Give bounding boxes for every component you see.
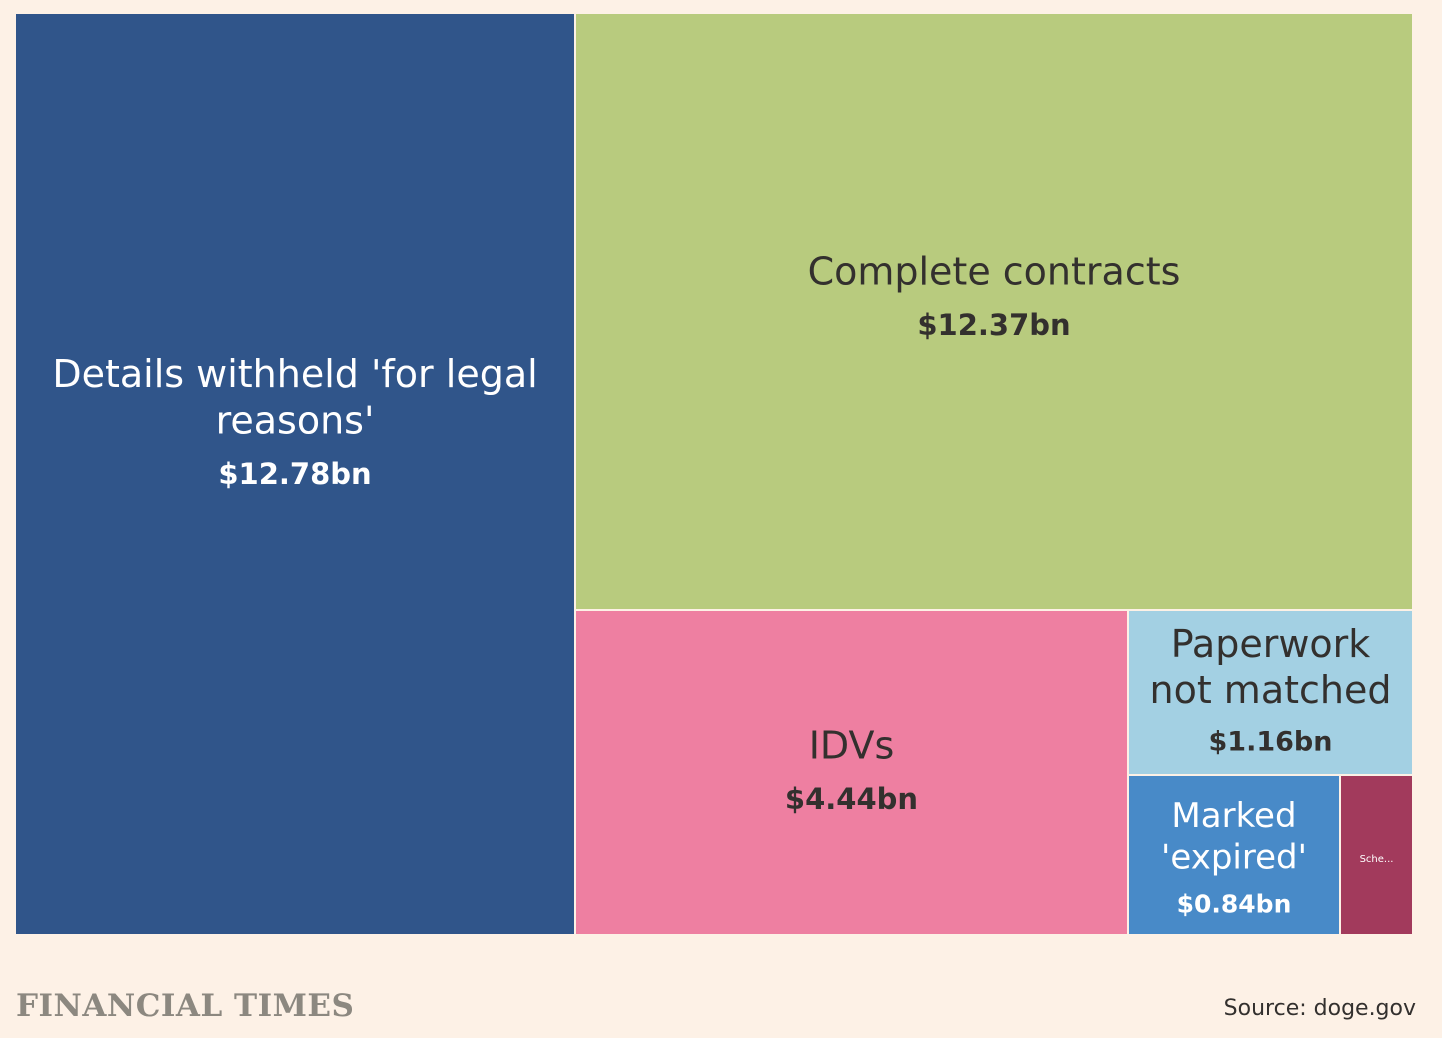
treemap-cell-idvs: IDVs $4.44bn [574,609,1129,936]
treemap-label-marked-expired-line-1: Marked [1171,796,1296,836]
financial-times-logo: FINANCIAL TIMES [16,988,355,1024]
treemap-cell-marked-expired: Marked'expired' $0.84bn [1127,774,1341,936]
treemap-value-complete-contracts: $12.37bn [917,308,1070,342]
treemap-label-paperwork-not-matched-line-1: Paperwork [1171,622,1371,666]
treemap-cell-complete-contracts: Complete contracts $12.37bn [574,12,1414,611]
treemap-rect-marked-expired [1127,774,1341,936]
treemap-value-idvs: $4.44bn [785,782,918,816]
treemap-label-details-withheld-for-legal-reasons-line-2: reasons' [216,398,375,442]
source-note: Source: doge.gov [1223,996,1416,1021]
treemap-rect-paperwork-not-matched [1127,609,1414,776]
treemap-label-sche: Sche... [1360,854,1394,865]
treemap-cell-sche: Sche... [1339,774,1414,936]
treemap-value-paperwork-not-matched: $1.16bn [1209,726,1333,757]
treemap-label-idvs: IDVs [809,723,895,767]
treemap-rect-details-withheld-for-legal-reasons [14,12,576,936]
treemap-value-details-withheld-for-legal-reasons: $12.78bn [218,457,371,491]
treemap-label-details-withheld-for-legal-reasons-line-1: Details withheld 'for legal [52,352,537,396]
treemap-rect-idvs [574,609,1129,936]
treemap-label-paperwork-not-matched-line-2: not matched [1150,668,1392,712]
treemap-label-complete-contracts: Complete contracts [808,249,1181,293]
treemap-value-marked-expired: $0.84bn [1177,889,1292,918]
treemap-label-marked-expired-line-2: 'expired' [1161,838,1307,878]
treemap-rect-sche [1339,774,1414,936]
treemap-rect-complete-contracts [574,12,1414,611]
